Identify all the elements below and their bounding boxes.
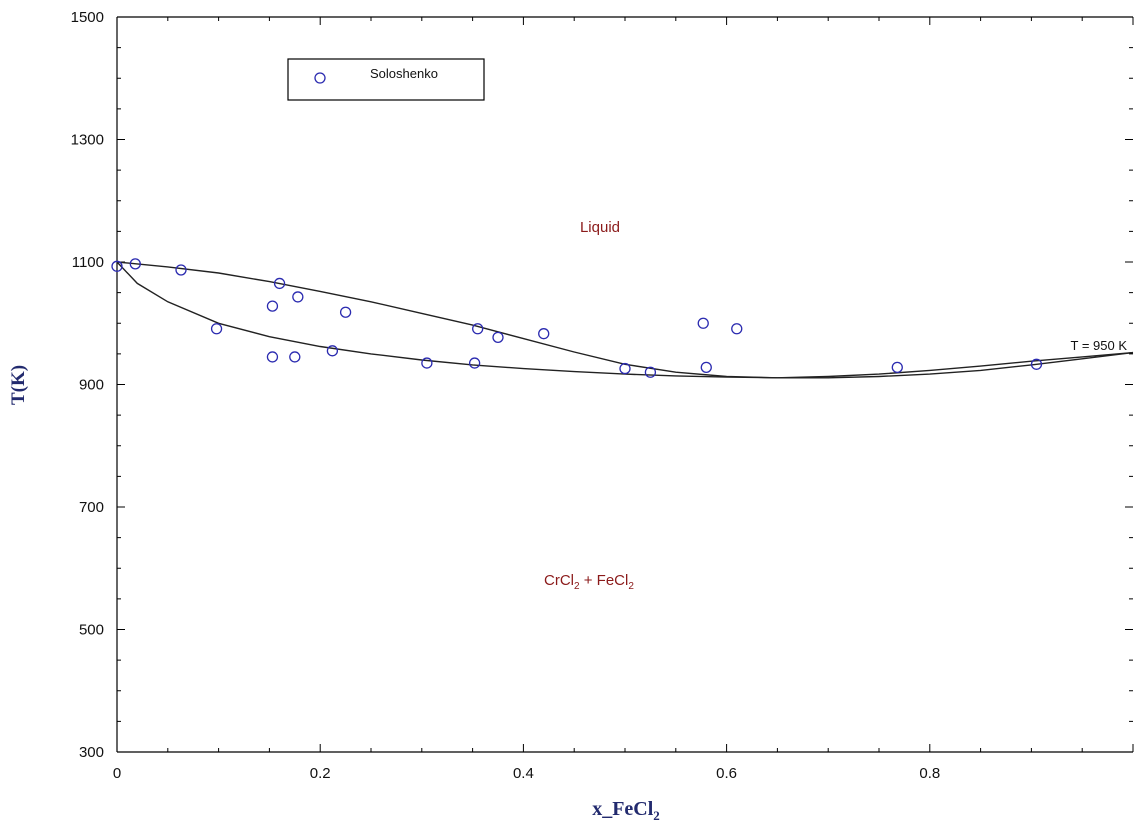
data-point bbox=[700, 361, 712, 374]
data-point bbox=[111, 260, 123, 272]
x-tick-label: 0 bbox=[113, 765, 121, 782]
x-tick-label: 0.2 bbox=[310, 765, 331, 782]
data-point bbox=[339, 306, 352, 318]
legend-marker bbox=[314, 72, 326, 84]
solid-label-sub1: 2 bbox=[574, 581, 580, 592]
data-point bbox=[273, 277, 286, 290]
y-tick-label: 700 bbox=[79, 499, 104, 516]
data-point bbox=[175, 264, 187, 276]
data-point bbox=[697, 317, 709, 329]
legend-entry-label: Soloshenko bbox=[370, 66, 438, 81]
x-axis-title: x_FeCl2 bbox=[592, 798, 660, 823]
data-point bbox=[472, 323, 484, 335]
data-point bbox=[538, 328, 550, 340]
data-point bbox=[421, 357, 433, 369]
temperature-label: T = 950 K bbox=[1071, 338, 1128, 353]
liquidus-curve bbox=[116, 261, 1134, 379]
legend: Soloshenko bbox=[287, 58, 485, 101]
region-label-solid: CrCl2 + FeCl2 bbox=[544, 572, 634, 592]
legend-box bbox=[287, 58, 485, 101]
y-tick-label: 500 bbox=[79, 622, 104, 639]
y-tick-label: 1300 bbox=[71, 132, 104, 149]
region-label-liquid: Liquid bbox=[580, 219, 620, 236]
x-tick-label: 0.8 bbox=[919, 765, 940, 782]
axes: 300 500 700 900 1100 1300 1500 0 0.2 0.4 0.6 0.8 bbox=[71, 9, 1134, 782]
x-tick-label: 0.4 bbox=[513, 765, 534, 782]
data-point bbox=[731, 323, 743, 335]
phase-curves bbox=[116, 261, 1134, 379]
data-point bbox=[891, 361, 903, 374]
x-axis-title-main: x_FeCl bbox=[592, 798, 654, 820]
data-point bbox=[289, 351, 301, 363]
data-point bbox=[266, 300, 279, 312]
solid-label-sub2: 2 bbox=[628, 581, 634, 592]
y-tick-label: 900 bbox=[79, 377, 104, 394]
solid-label-part1: CrCl bbox=[544, 572, 574, 589]
data-point bbox=[492, 331, 504, 343]
data-point bbox=[326, 345, 339, 357]
y-tick-label: 1100 bbox=[72, 254, 104, 271]
data-point bbox=[129, 258, 141, 270]
data-point bbox=[292, 291, 304, 303]
data-points bbox=[111, 258, 1043, 378]
data-point bbox=[619, 362, 631, 375]
solidus-curve bbox=[116, 261, 1134, 379]
data-point bbox=[468, 357, 481, 369]
solid-label-part2: + FeCl bbox=[580, 572, 629, 589]
x-axis-title-sub: 2 bbox=[653, 808, 660, 823]
x-tick-label: 0.6 bbox=[716, 765, 737, 782]
data-point bbox=[266, 351, 279, 363]
data-point bbox=[1030, 358, 1043, 370]
y-axis-title: T(K) bbox=[8, 365, 29, 405]
y-tick-label: 1500 bbox=[71, 9, 104, 26]
data-point bbox=[210, 323, 223, 335]
data-point bbox=[644, 366, 657, 378]
y-tick-label: 300 bbox=[79, 744, 104, 761]
